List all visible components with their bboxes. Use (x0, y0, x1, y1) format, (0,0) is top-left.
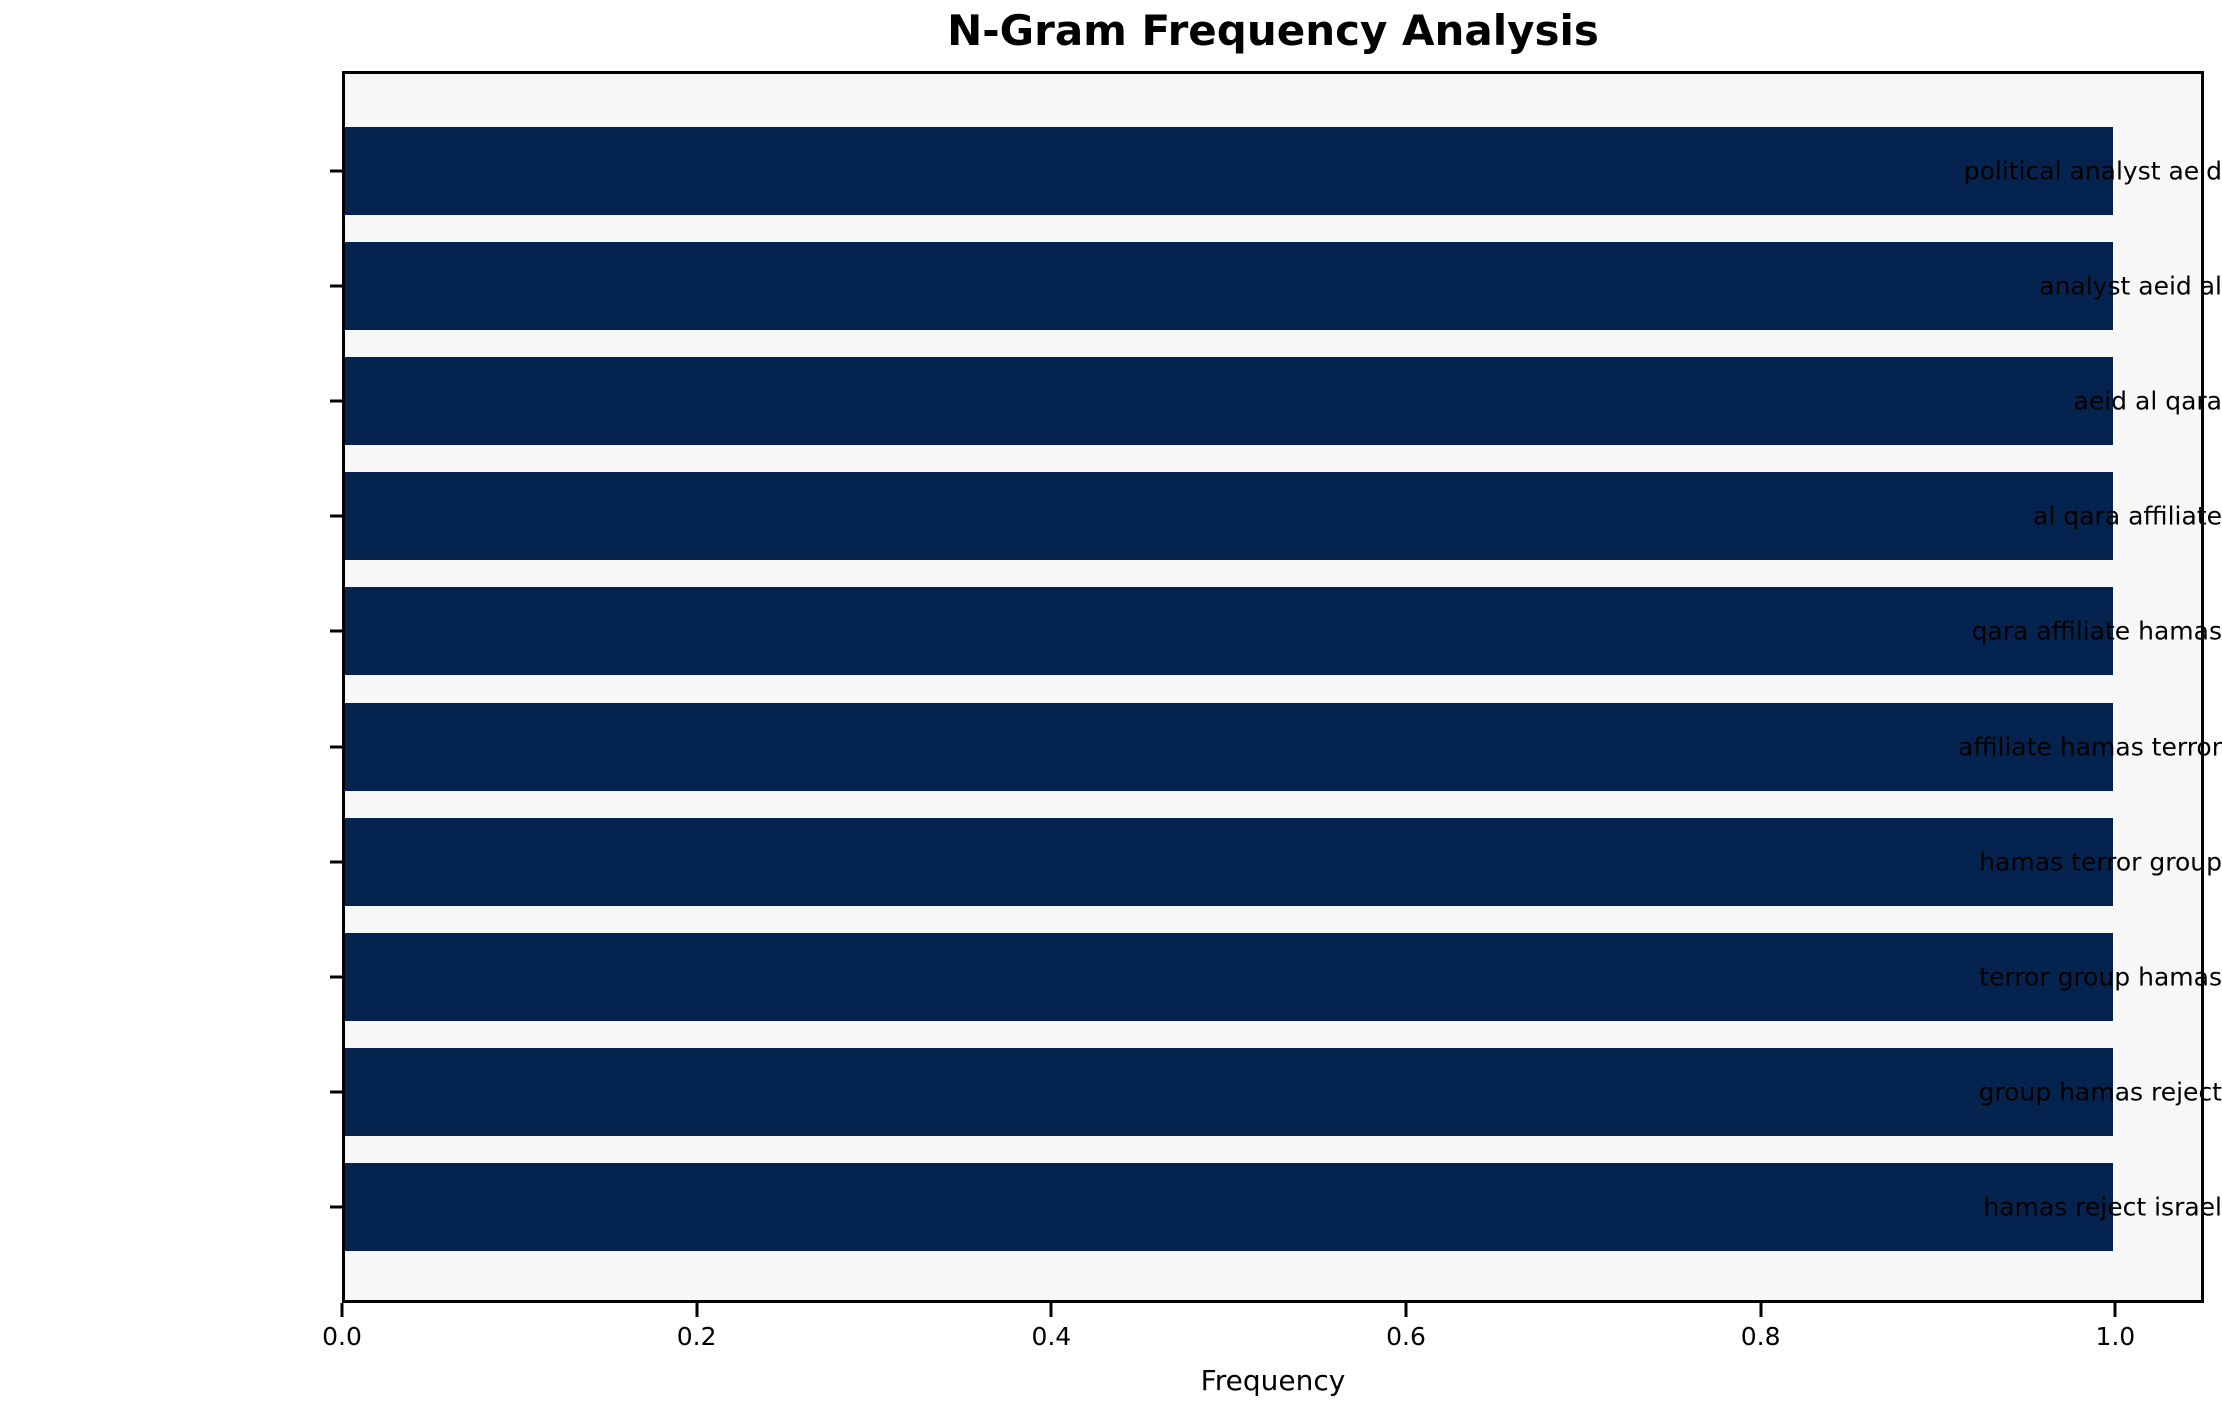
y-tick-label: political analyst aeid (1963, 156, 2222, 186)
bar (345, 932, 2113, 1021)
chart-title: N-Gram Frequency Analysis (947, 6, 1599, 55)
y-tick-mark (330, 169, 342, 173)
plot-area (342, 71, 2204, 1303)
x-tick-label: 1.0 (2095, 1322, 2136, 1351)
x-tick-mark (2113, 1303, 2117, 1317)
bar (345, 587, 2113, 676)
y-tick-mark (330, 1205, 342, 1209)
x-tick-mark (1759, 1303, 1763, 1317)
y-tick-label: hamas reject israel (1983, 1192, 2222, 1222)
y-tick-mark (330, 860, 342, 864)
x-tick-label: 0.4 (1031, 1322, 1072, 1351)
x-tick-label: 0.2 (676, 1322, 717, 1351)
y-tick-mark (330, 975, 342, 979)
x-tick-mark (695, 1303, 699, 1317)
bar (345, 702, 2113, 791)
y-tick-mark (330, 1090, 342, 1094)
x-tick-mark (340, 1303, 344, 1317)
y-tick-mark (330, 514, 342, 518)
bar (345, 357, 2113, 446)
y-tick-label: affiliate hamas terror (1958, 732, 2222, 761)
y-tick-label: qara affiliate hamas (1971, 616, 2222, 646)
bar (345, 1162, 2113, 1251)
y-tick-label: group hamas reject (1978, 1077, 2222, 1107)
bar (345, 242, 2113, 331)
y-tick-label: al qara affiliate (2033, 501, 2222, 531)
y-tick-mark (330, 399, 342, 403)
y-tick-mark (330, 745, 342, 748)
bar (345, 127, 2113, 215)
x-tick-label: 0.6 (1386, 1322, 1426, 1351)
y-tick-mark (330, 284, 342, 288)
x-tick-mark (1049, 1303, 1053, 1317)
bar (345, 1047, 2113, 1136)
y-tick-label: hamas terror group (1979, 847, 2222, 877)
x-tick-mark (1404, 1303, 1408, 1317)
bar (345, 817, 2113, 906)
y-tick-label: analyst aeid al (2039, 271, 2222, 301)
x-tick-label: 0.8 (1740, 1322, 1781, 1351)
y-tick-mark (330, 629, 342, 633)
y-tick-label: terror group hamas (1979, 962, 2222, 992)
bar (345, 472, 2113, 561)
x-axis-label: Frequency (1200, 1364, 1346, 1397)
x-tick-label: 0.0 (322, 1322, 362, 1351)
y-tick-label: aeid al qara (2073, 386, 2222, 416)
